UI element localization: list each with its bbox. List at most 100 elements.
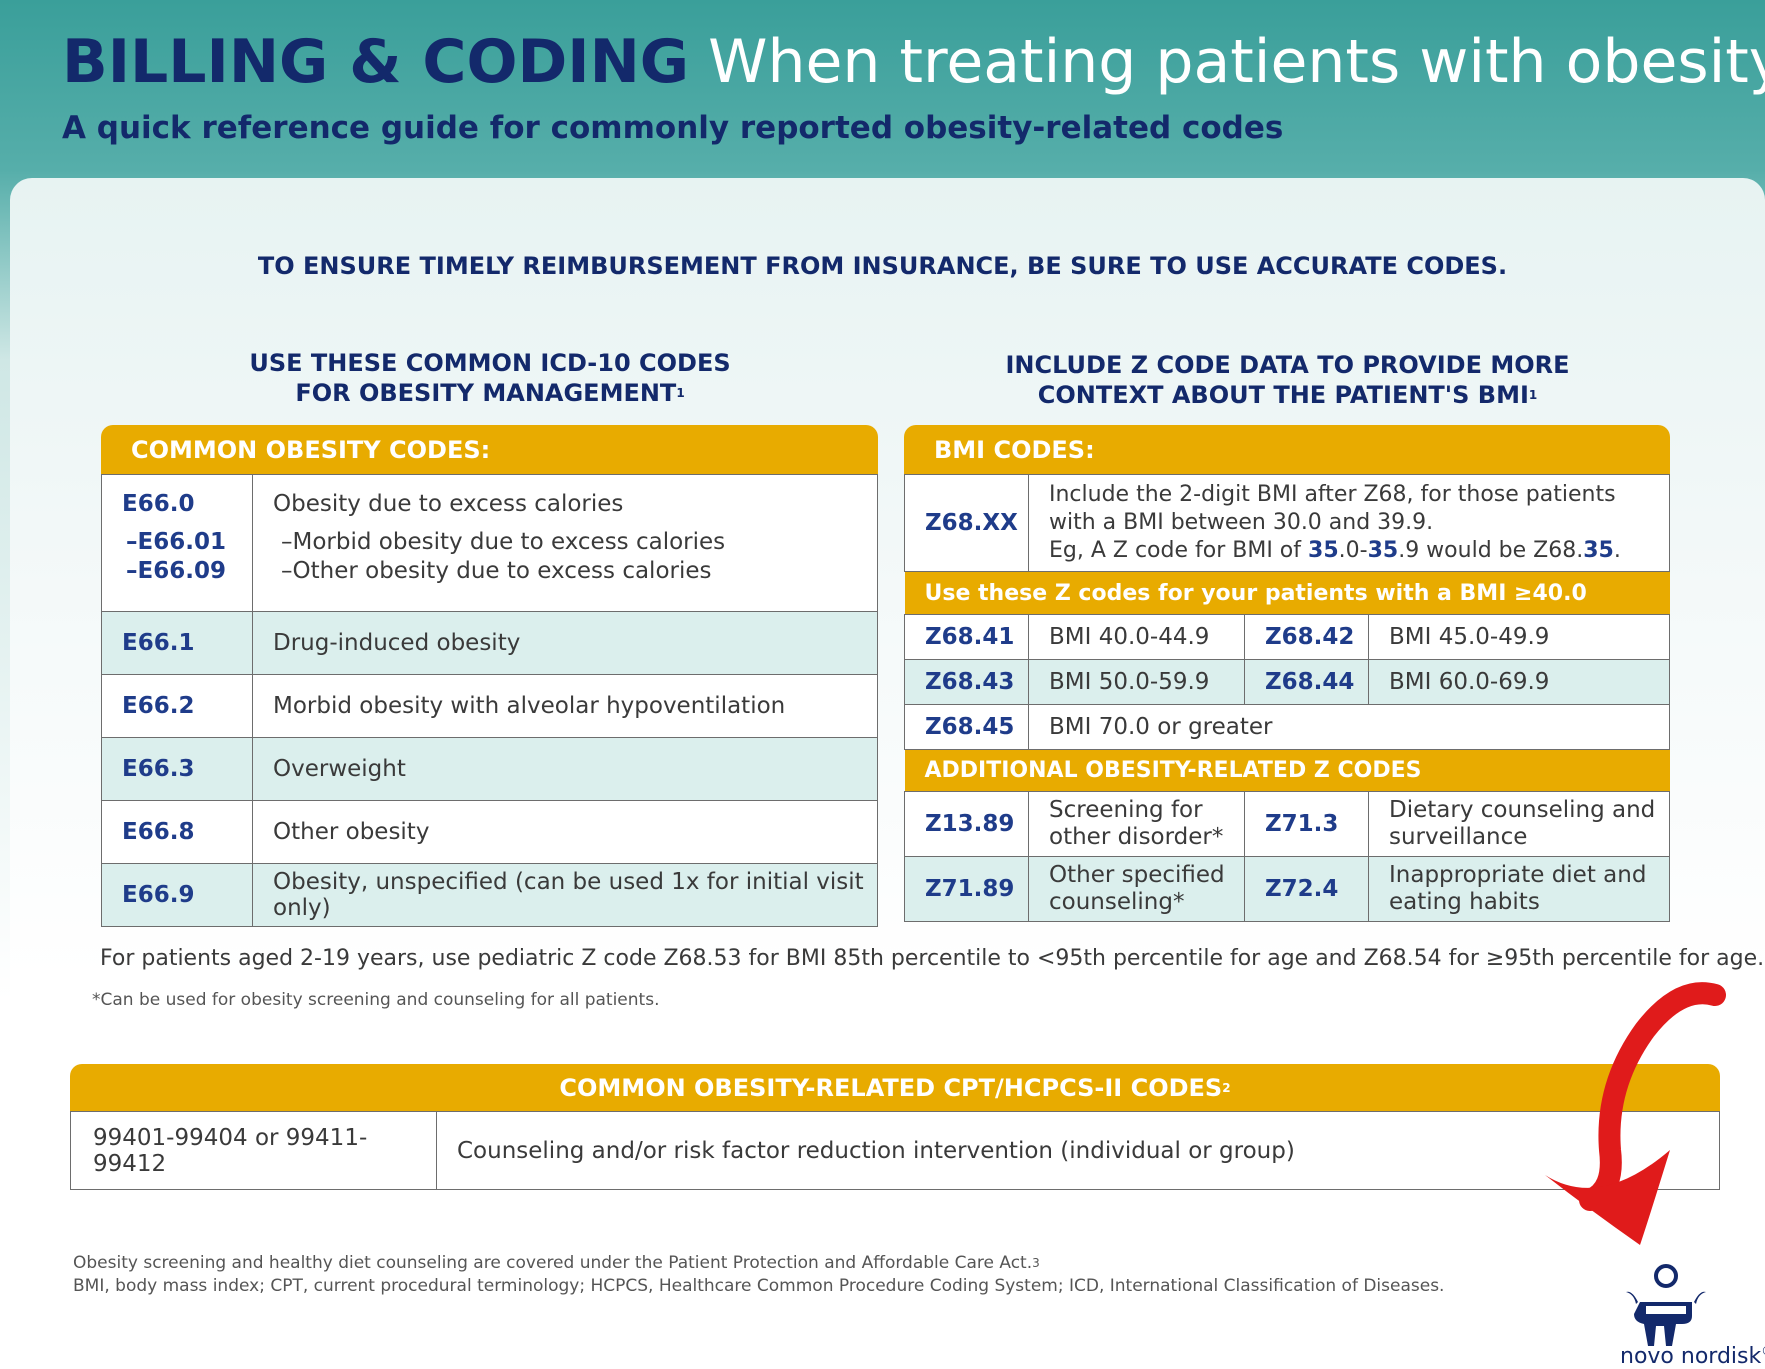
zxx-bmi-highlight: 35 [1583, 538, 1614, 563]
desc-e66-09: –Other obesity due to excess calories [281, 558, 712, 584]
code-cell: Z72.4 [1244, 856, 1369, 922]
code-cell: E66.9 [101, 863, 253, 927]
desc-cell: Include the 2-digit BMI after Z68, for t… [1028, 474, 1670, 572]
table-row: E66.8 Other obesity [101, 800, 878, 864]
desc-cell: Dietary counseling and surveillance [1368, 791, 1670, 857]
code-e66-0: E66.0 [122, 491, 195, 517]
desc-line: Dietary counseling and [1389, 797, 1656, 823]
logo-wordmark: novo nordisk [1620, 1344, 1762, 1369]
zxx-bmi-highlight: 35 [1367, 538, 1399, 563]
legal-line1: Obesity screening and healthy diet couns… [73, 1253, 1033, 1273]
code-cell: Z68.45 [904, 704, 1029, 750]
desc-line: Screening for [1049, 797, 1203, 823]
code-cell: E66.1 [101, 611, 253, 675]
table-row: E66.3 Overweight [101, 737, 878, 801]
code-cell: Z13.89 [904, 791, 1029, 857]
desc-cell: Inappropriate diet and eating habits [1368, 856, 1670, 922]
bmi-table: Z68.XX Include the 2-digit BMI after Z68… [904, 474, 1670, 922]
cpt-code-cell: 99401-99404 or 99411-99412 [70, 1111, 437, 1190]
desc-line: Inappropriate diet and [1389, 862, 1647, 888]
code-cell: Z71.89 [904, 856, 1029, 922]
right-heading-sup: 1 [1528, 388, 1538, 402]
desc-cell: Other obesity [252, 800, 878, 864]
code-cell: Z71.3 [1244, 791, 1369, 857]
reimbursement-banner: TO ENSURE TIMELY REIMBURSEMENT FROM INSU… [257, 252, 1508, 280]
table-row: E66.9 Obesity, unspecified (can be used … [101, 863, 878, 927]
desc-line: other disorder* [1049, 824, 1224, 850]
left-heading: USE THESE COMMON ICD-10 CODES FOR OBESIT… [100, 348, 880, 408]
icd10-table: E66.0 –E66.01 –E66.09 Obesity due to exc… [101, 474, 878, 927]
code-cell: Z68.42 [1244, 614, 1369, 660]
code-e66-09: –E66.09 [126, 558, 226, 584]
desc-cell: BMI 70.0 or greater [1028, 704, 1670, 750]
bmi-codes-header: BMI CODES: [904, 425, 1670, 475]
zxx-text: . [1613, 538, 1621, 563]
cpt-table: 99401-99404 or 99411-99412 Counseling an… [70, 1111, 1720, 1190]
novo-nordisk-bull-logo [1626, 1264, 1706, 1346]
cpt-desc-cell: Counseling and/or risk factor reduction … [436, 1111, 1720, 1190]
desc-cell: Morbid obesity with alveolar hypoventila… [252, 674, 878, 738]
table-row: Z13.89 Screening for other disorder* Z71.… [904, 791, 1670, 857]
table-row: E66.2 Morbid obesity with alveolar hypov… [101, 674, 878, 738]
page-title: BILLING & CODING When treating patients … [62, 22, 1765, 102]
desc-cell: BMI 60.0-69.9 [1368, 659, 1670, 705]
common-obesity-codes-header: COMMON OBESITY CODES: [101, 425, 878, 475]
title-light: When treating patients with obesity [708, 27, 1765, 97]
zxx-text: .9 would be Z68. [1398, 538, 1584, 563]
desc-cell: Other specified counseling* [1028, 856, 1245, 922]
code-e66-01: –E66.01 [126, 529, 226, 555]
desc-cell: BMI 40.0-44.9 [1028, 614, 1245, 660]
desc-e66-01: –Morbid obesity due to excess calories [281, 529, 726, 555]
desc-cell: BMI 45.0-49.9 [1368, 614, 1670, 660]
cpt-title-sup: 2 [1222, 1081, 1231, 1095]
asterisk-footnote: *Can be used for obesity screening and c… [92, 990, 660, 1010]
zxx-text: .0- [1338, 538, 1368, 563]
desc-e66-0: Obesity due to excess calories [273, 491, 624, 517]
table-row: 99401-99404 or 99411-99412 Counseling an… [70, 1111, 1720, 1190]
table-row: Z68.XX Include the 2-digit BMI after Z68… [904, 474, 1670, 572]
desc-cell: Obesity, unspecified (can be used 1x for… [252, 863, 878, 927]
desc-cell: Screening for other disorder* [1028, 791, 1245, 857]
logo-registered: ® [1761, 1344, 1765, 1358]
zxx-line1: Include the 2-digit BMI after Z68, for t… [1049, 482, 1616, 507]
zxx-line2: with a BMI between 30.0 and 39.9. [1049, 510, 1434, 535]
table-row: Z68.41 BMI 40.0-44.9 Z68.42 BMI 45.0-49.… [904, 614, 1670, 660]
desc-cell: Obesity due to excess calories –Morbid o… [252, 474, 878, 612]
desc-line: eating habits [1389, 889, 1540, 915]
desc-line: Other specified [1049, 862, 1225, 888]
table-row: E66.0 –E66.01 –E66.09 Obesity due to exc… [101, 474, 878, 612]
code-cell: Z68.43 [904, 659, 1029, 705]
cpt-header: COMMON OBESITY-RELATED CPT/HCPCS-II CODE… [70, 1064, 1720, 1112]
zxx-bmi-highlight: 35 [1308, 538, 1339, 563]
desc-line: counseling* [1049, 889, 1185, 915]
legal-line2: BMI, body mass index; CPT, current proce… [73, 1276, 1445, 1296]
code-cell: Z68.44 [1244, 659, 1369, 705]
desc-line: surveillance [1389, 824, 1528, 850]
right-heading-line2: CONTEXT ABOUT THE PATIENT'S BMI [1037, 381, 1529, 409]
section-row-additional: ADDITIONAL OBESITY-RELATED Z CODES [904, 749, 1670, 792]
code-cell: Z68.41 [904, 614, 1029, 660]
page-subtitle: A quick reference guide for commonly rep… [62, 110, 1284, 146]
section-bmi-40-label: Use these Z codes for your patients with… [904, 571, 1670, 615]
section-row-bmi-40: Use these Z codes for your patients with… [904, 571, 1670, 615]
left-heading-line2: FOR OBESITY MANAGEMENT [295, 379, 677, 407]
code-cell: E66.8 [101, 800, 253, 864]
cpt-title: COMMON OBESITY-RELATED CPT/HCPCS-II CODE… [559, 1074, 1223, 1102]
section-additional-label: ADDITIONAL OBESITY-RELATED Z CODES [904, 749, 1670, 792]
code-cell: E66.3 [101, 737, 253, 801]
legal-notes: Obesity screening and healthy diet couns… [73, 1252, 1444, 1298]
title-bold: BILLING & CODING [62, 27, 690, 97]
table-row: Z68.43 BMI 50.0-59.9 Z68.44 BMI 60.0-69.… [904, 659, 1670, 705]
zxx-line3: Eg, A Z code for BMI of 35.0-35.9 would … [1049, 537, 1669, 565]
zxx-text: Eg, A Z code for BMI of [1049, 538, 1309, 563]
novo-nordisk-logo-text: novo nordisk® [1620, 1344, 1765, 1369]
right-heading: INCLUDE Z CODE DATA TO PROVIDE MORE CONT… [905, 350, 1670, 410]
table-row: E66.1 Drug-induced obesity [101, 611, 878, 675]
table-row: Z68.45 BMI 70.0 or greater [904, 704, 1670, 750]
table-row: Z71.89 Other specified counseling* Z72.4 … [904, 856, 1670, 922]
desc-cell: Overweight [252, 737, 878, 801]
code-cell: E66.0 –E66.01 –E66.09 [101, 474, 253, 612]
code-cell: E66.2 [101, 674, 253, 738]
pediatric-footnote: For patients aged 2-19 years, use pediat… [100, 946, 1765, 971]
left-heading-sup: 1 [676, 386, 685, 400]
